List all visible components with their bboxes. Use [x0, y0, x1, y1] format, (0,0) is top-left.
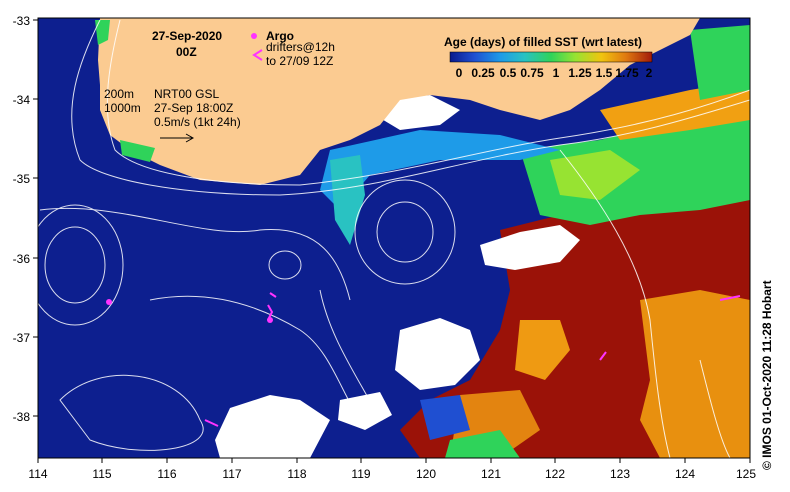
colorbar-tick: 1.75: [615, 66, 639, 80]
orange-sst-patch-2: [515, 320, 570, 380]
lat-tick-label: -33: [13, 14, 31, 28]
lat-tick-labels: -33 -34 -35 -36 -37 -38: [13, 14, 31, 424]
cloud-patch-1: [395, 318, 480, 390]
lat-tick-label: -34: [13, 93, 31, 107]
lon-tick-label: 125: [736, 467, 756, 481]
lon-tick-label: 120: [416, 467, 436, 481]
drifter-legend-icon: [252, 49, 263, 61]
argo-legend-label: Argo: [266, 29, 294, 43]
lon-tick-label: 122: [545, 467, 565, 481]
colorbar-tick: 0: [456, 66, 463, 80]
nrt-line2: 27-Sep 18:00Z: [154, 101, 233, 115]
lon-tick-label: 123: [610, 467, 630, 481]
cyan-sst-band: [320, 130, 560, 210]
contour-1000-label: 1000m: [104, 101, 141, 115]
colorbar-tick: 1.5: [596, 66, 613, 80]
copyright-credit: © IMOS 01-Oct-2020 11:28 Hobart: [760, 280, 774, 470]
colorbar-gradient: [449, 51, 653, 63]
cloud-patch-3: [215, 395, 330, 458]
drifters-legend-line1: drifters@12h: [266, 40, 335, 54]
cloud-patch-5: [338, 392, 392, 430]
lat-tick-label: -37: [13, 331, 31, 345]
colorbar-tick: 1.25: [568, 66, 592, 80]
yellow-sst-band: [550, 150, 640, 200]
orange-sst-patch: [640, 290, 750, 458]
colorbar-tick: 0.75: [520, 66, 544, 80]
colorbar-tick: 2: [646, 66, 653, 80]
nrt-line1: NRT00 GSL: [154, 87, 219, 101]
colorbar-tick-labels: 0 0.25 0.5 0.75 1 1.25 1.5 1.75 2: [456, 66, 653, 80]
green-patch-south: [445, 430, 520, 458]
lat-tick-marks: [33, 19, 38, 417]
cloud-patch-4: [380, 95, 460, 130]
argo-legend-icon: [251, 33, 257, 39]
contour-lines: [38, 19, 750, 458]
time-title: 00Z: [176, 45, 197, 59]
north-east-green: [690, 25, 750, 100]
coastal-green-west: [95, 20, 110, 45]
colorbar-title: Age (days) of filled SST (wrt latest): [444, 35, 642, 49]
lon-tick-marks: [37, 458, 751, 463]
lon-tick-label: 124: [675, 467, 695, 481]
drifters-legend-line2: to 27/09 12Z: [266, 54, 333, 68]
lon-tick-label: 116: [157, 467, 176, 481]
colorbar-tick: 0.25: [471, 66, 495, 80]
velocity-scale-arrow: [160, 133, 195, 143]
lon-tick-label: 114: [28, 467, 47, 481]
lat-tick-label: -36: [13, 252, 31, 266]
lon-tick-label: 117: [222, 467, 241, 481]
blue-patch-south: [420, 395, 470, 440]
plot-area: [38, 18, 750, 458]
coastal-green-sw: [120, 140, 155, 162]
lon-tick-label: 118: [287, 467, 306, 481]
lon-tick-labels: 114 115 116 117 118 119 120 121 122 123 …: [28, 467, 756, 481]
lon-tick-label: 119: [351, 467, 370, 481]
date-title: 27-Sep-2020: [152, 29, 222, 43]
colorbar-tick: 0.5: [500, 66, 517, 80]
drifter-tracks: [204, 292, 741, 427]
lat-tick-label: -38: [13, 410, 31, 424]
argo-float-marker: [106, 299, 112, 305]
lon-tick-label: 115: [92, 467, 111, 481]
contour-200-label: 200m: [104, 87, 134, 101]
nrt-line3: 0.5m/s (1kt 24h): [154, 115, 241, 129]
plot-frame: [37, 17, 751, 459]
colorbar-tick: 1: [553, 66, 560, 80]
lon-tick-label: 121: [481, 467, 501, 481]
cloud-patch-2: [480, 225, 580, 270]
lat-tick-label: -35: [13, 172, 31, 186]
